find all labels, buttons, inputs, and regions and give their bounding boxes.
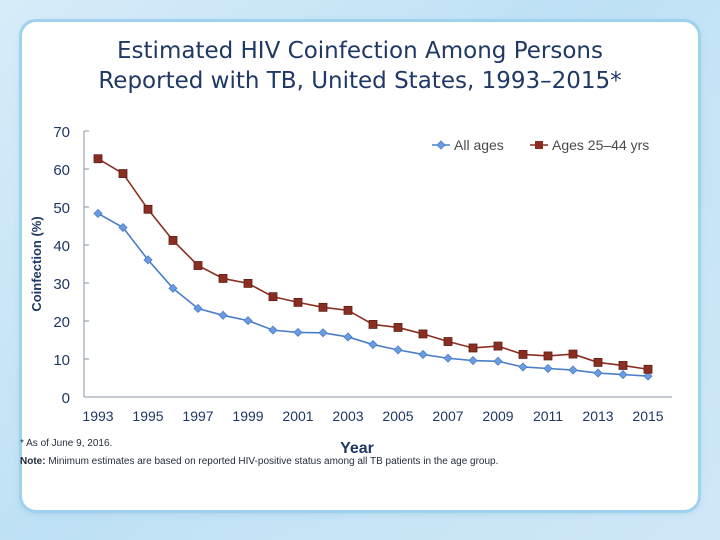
y-tick-label: 70	[53, 124, 70, 141]
data-point-all-ages	[293, 327, 303, 337]
chart-title-line-1: Estimated HIV Coinfection Among Persons	[117, 38, 603, 64]
series-line-ages-25-44	[97, 158, 649, 371]
y-tick-label: 30	[53, 276, 70, 293]
x-tick-label: 2009	[482, 408, 513, 424]
data-point-all-ages	[268, 325, 278, 335]
y-tick-label: 20	[53, 314, 70, 331]
data-point-all-ages	[418, 349, 428, 360]
data-point-all-ages	[318, 328, 328, 338]
series-line-all-ages	[97, 212, 649, 377]
x-tick-label: 2007	[432, 408, 463, 424]
y-tick-label: 60	[53, 162, 70, 179]
legend-marker-all-ages	[436, 140, 446, 150]
data-point-ages-25-44	[468, 343, 478, 353]
y-axis-label: Coinfection (%)	[29, 216, 44, 311]
data-point-all-ages	[243, 316, 253, 326]
footnote-asof: * As of June 9, 2016.	[20, 438, 113, 449]
y-tick-label: 40	[53, 238, 70, 255]
y-tick-label: 10	[53, 352, 70, 369]
data-point-ages-25-44	[643, 364, 653, 374]
data-point-ages-25-44	[418, 329, 428, 339]
y-tick-label: 0	[62, 390, 70, 407]
data-point-ages-25-44	[293, 297, 303, 307]
x-tick-label: 1993	[82, 408, 113, 424]
data-point-all-ages	[443, 353, 453, 363]
data-point-ages-25-44	[493, 341, 503, 351]
data-point-all-ages	[618, 370, 628, 380]
data-point-all-ages	[368, 339, 378, 350]
x-tick-label: 2013	[582, 408, 613, 424]
chart-title-line-2: Reported with TB, United States, 1993–20…	[98, 68, 622, 94]
footnote-note: Note: Minimum estimates are based on rep…	[20, 456, 498, 467]
x-tick-label: 2001	[282, 408, 313, 424]
data-point-ages-25-44	[218, 274, 228, 283]
x-tick-label: 2015	[632, 408, 663, 424]
data-point-ages-25-44	[343, 305, 353, 315]
data-point-ages-25-44	[193, 261, 203, 270]
data-point-ages-25-44	[593, 358, 603, 367]
data-point-all-ages	[493, 356, 503, 366]
x-axis-label: Year	[340, 440, 374, 457]
data-point-ages-25-44	[543, 351, 553, 361]
data-point-ages-25-44	[393, 323, 403, 332]
data-point-ages-25-44	[118, 169, 128, 178]
data-point-all-ages	[168, 283, 178, 293]
data-point-all-ages	[393, 345, 403, 355]
data-point-all-ages	[568, 365, 578, 375]
data-point-all-ages	[543, 363, 553, 374]
data-point-ages-25-44	[268, 292, 278, 302]
x-tick-label: 2005	[382, 408, 413, 424]
legend-label-all-ages: All ages	[454, 137, 504, 153]
footnote-note-label: Note:	[20, 456, 46, 467]
data-point-all-ages	[118, 222, 128, 233]
legend-marker-ages-25-44	[535, 141, 543, 149]
data-point-all-ages	[468, 355, 478, 366]
x-tick-label: 1999	[232, 408, 263, 424]
data-point-all-ages	[593, 368, 603, 378]
x-tick-label: 2003	[332, 408, 363, 424]
data-point-ages-25-44	[143, 204, 153, 214]
data-point-all-ages	[143, 255, 153, 265]
data-point-ages-25-44	[318, 302, 328, 312]
chart-title: Estimated HIV Coinfection Among Persons …	[22, 36, 698, 96]
data-point-all-ages	[343, 332, 353, 342]
data-point-all-ages	[218, 310, 228, 320]
data-point-ages-25-44	[93, 154, 103, 164]
data-point-all-ages	[518, 362, 528, 372]
y-tick-label: 50	[53, 200, 70, 217]
slide-card: Estimated HIV Coinfection Among Persons …	[22, 22, 698, 510]
data-point-ages-25-44	[518, 350, 528, 359]
data-point-ages-25-44	[368, 320, 378, 329]
data-point-all-ages	[93, 208, 103, 219]
x-tick-label: 1995	[132, 408, 163, 424]
x-tick-label: 2011	[533, 408, 563, 424]
data-point-ages-25-44	[618, 361, 628, 370]
data-point-all-ages	[643, 371, 653, 381]
data-point-ages-25-44	[568, 349, 578, 359]
data-point-all-ages	[193, 303, 203, 314]
legend-label-ages-25-44: Ages 25–44 yrs	[552, 137, 649, 153]
x-tick-label: 1997	[182, 408, 213, 424]
data-point-ages-25-44	[168, 236, 178, 245]
data-point-ages-25-44	[443, 337, 453, 346]
data-point-ages-25-44	[243, 278, 253, 288]
footnote-note-text: Minimum estimates are based on reported …	[45, 456, 499, 467]
